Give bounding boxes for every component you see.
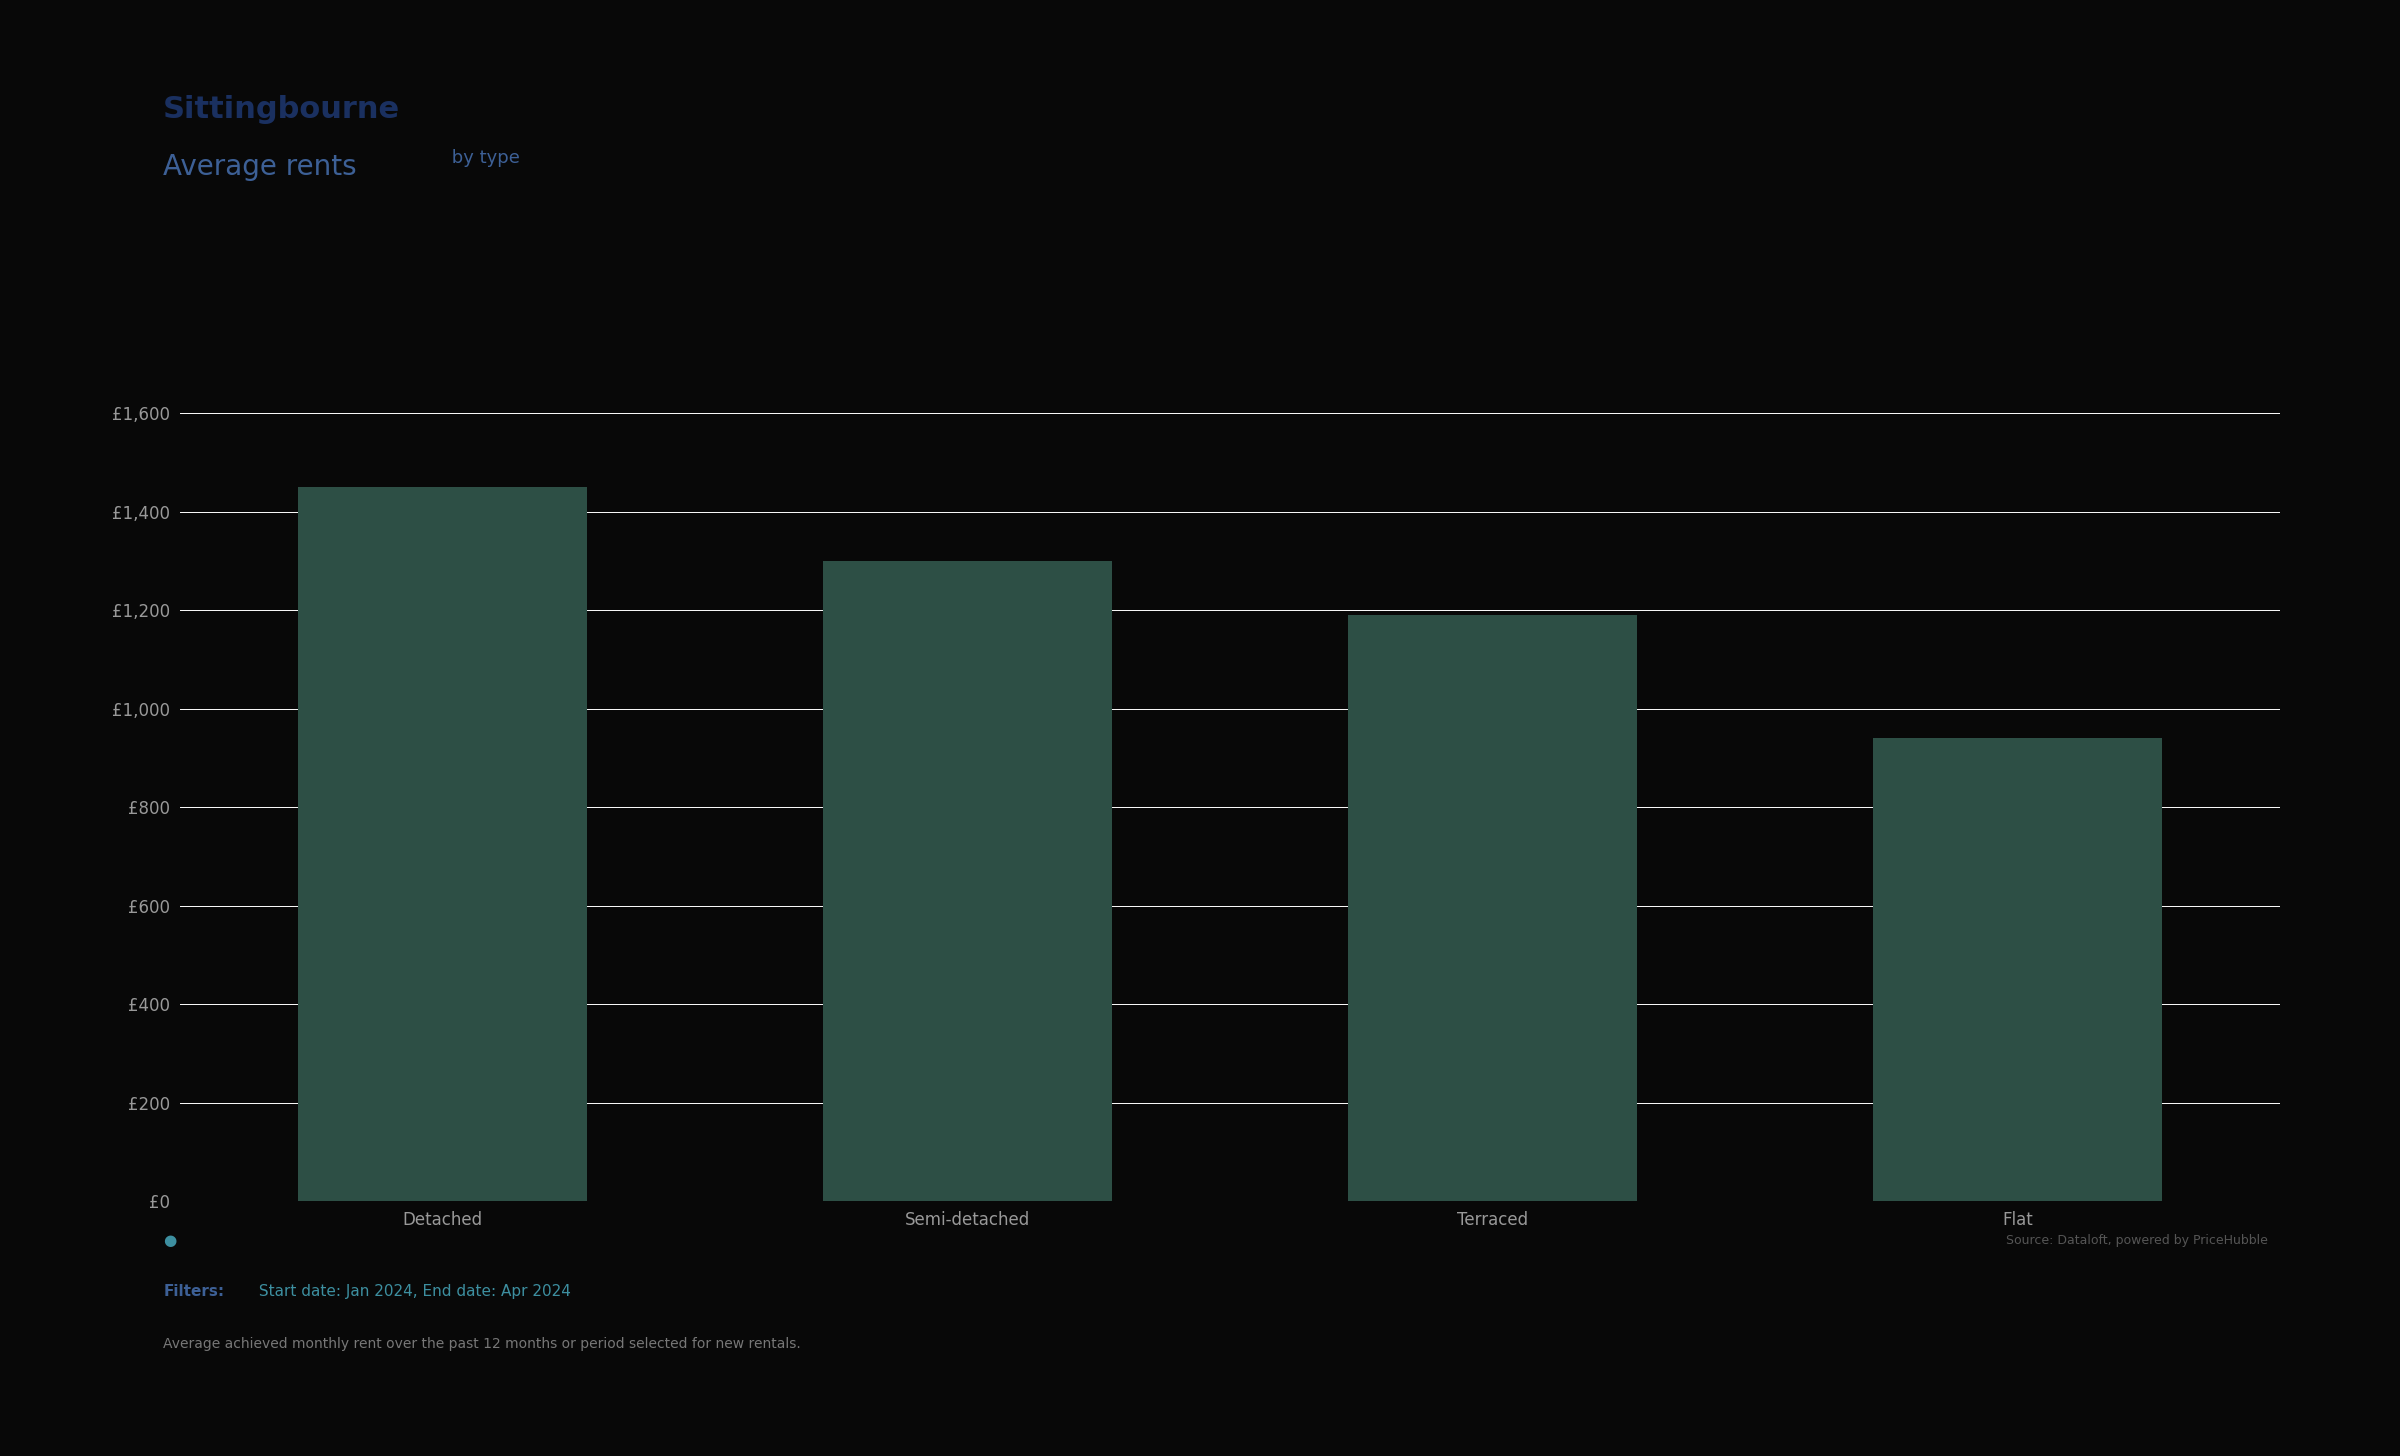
Text: Average rents: Average rents — [163, 153, 358, 181]
Text: ●: ● — [163, 1233, 178, 1248]
Text: by type: by type — [446, 149, 521, 166]
Bar — [1349, 614, 1637, 1201]
Text: Sittingbourne: Sittingbourne — [163, 95, 401, 124]
Bar — [298, 488, 588, 1201]
Text: Filters:: Filters: — [163, 1284, 223, 1299]
Text: Start date: Jan 2024, End date: Apr 2024: Start date: Jan 2024, End date: Apr 2024 — [254, 1284, 571, 1299]
Bar — [1872, 738, 2162, 1201]
Text: Source: Dataloft, powered by PriceHubble: Source: Dataloft, powered by PriceHubble — [2006, 1235, 2268, 1246]
Bar — [823, 561, 1111, 1201]
Text: Average achieved monthly rent over the past 12 months or period selected for new: Average achieved monthly rent over the p… — [163, 1337, 802, 1351]
